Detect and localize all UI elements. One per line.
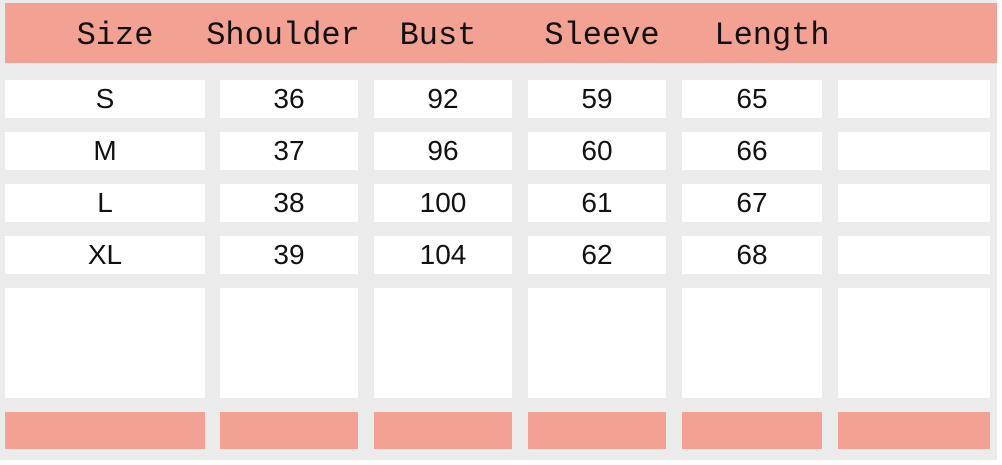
- footer-bar: [374, 412, 512, 449]
- table-cell: [838, 132, 990, 170]
- table-cell: 62: [528, 236, 666, 274]
- column-header: Length: [714, 17, 830, 54]
- footer-bar: [220, 412, 358, 449]
- empty-cell: [374, 288, 512, 398]
- empty-cell: [838, 288, 990, 398]
- table-cell: 66: [682, 132, 822, 170]
- table-cell: XL: [5, 236, 205, 274]
- table-cell: 67: [682, 184, 822, 222]
- empty-cell: [528, 288, 666, 398]
- footer-bar: [528, 412, 666, 449]
- table-cell: 37: [220, 132, 358, 170]
- table-cell: [838, 184, 990, 222]
- table-cell: M: [5, 132, 205, 170]
- table-cell: 65: [682, 80, 822, 118]
- table-cell: L: [5, 184, 205, 222]
- column-header: Bust: [399, 17, 477, 54]
- column-header: Sleeve: [544, 17, 660, 54]
- table-cell: 92: [374, 80, 512, 118]
- table-cell: S: [5, 80, 205, 118]
- table-cell: [838, 80, 990, 118]
- column-header: Size: [76, 17, 154, 54]
- table-cell: 60: [528, 132, 666, 170]
- footer-bar: [682, 412, 822, 449]
- table-cell: 38: [220, 184, 358, 222]
- table-cell: 59: [528, 80, 666, 118]
- footer-bar: [5, 412, 205, 449]
- table-cell: 68: [682, 236, 822, 274]
- table-cell: 100: [374, 184, 512, 222]
- table-cell: 36: [220, 80, 358, 118]
- header-bar: [5, 3, 997, 63]
- table-cell: 104: [374, 236, 512, 274]
- column-header: Shoulder: [206, 17, 360, 54]
- empty-cell: [5, 288, 205, 398]
- table-cell: 96: [374, 132, 512, 170]
- footer-bar: [838, 412, 990, 449]
- empty-cell: [220, 288, 358, 398]
- table-cell: [838, 236, 990, 274]
- table-cell: 39: [220, 236, 358, 274]
- empty-cell: [682, 288, 822, 398]
- table-cell: 61: [528, 184, 666, 222]
